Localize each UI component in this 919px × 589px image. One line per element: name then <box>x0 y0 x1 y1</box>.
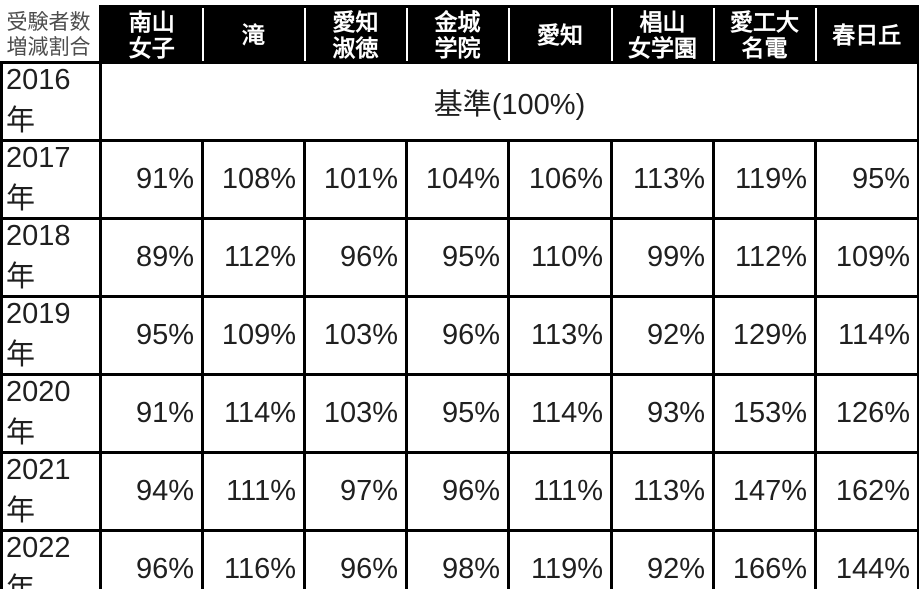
value-cell: 89% <box>99 217 204 298</box>
table-row-2017: 2017年 91% 108% 101% 104% 106% 113% 119% … <box>0 139 919 220</box>
value-cell: 111% <box>507 451 613 532</box>
value-cell: 109% <box>814 217 919 298</box>
column-header-aichi: 愛知 <box>507 5 612 64</box>
column-header-nanzan-joshi: 南山 女子 <box>99 5 203 64</box>
value-cell: 113% <box>610 139 715 220</box>
year-cell: 2017年 <box>0 139 102 220</box>
value-cell: 96% <box>303 217 408 298</box>
corner-label-line2: 増減割合 <box>6 35 91 59</box>
value-cell: 162% <box>814 451 919 532</box>
baseline-merged-cell: 基準(100%) <box>99 61 919 142</box>
year-cell: 2022年 <box>0 529 102 589</box>
table-row-2022: 2022年 96% 116% 96% 98% 119% 92% 166% 144… <box>0 529 919 589</box>
value-cell: 96% <box>303 529 408 589</box>
value-cell: 95% <box>405 217 510 298</box>
value-cell: 95% <box>814 139 919 220</box>
value-cell: 144% <box>814 529 919 589</box>
value-cell: 91% <box>99 139 204 220</box>
value-cell: 98% <box>405 529 510 589</box>
value-cell: 110% <box>507 217 613 298</box>
value-cell: 111% <box>201 451 306 532</box>
column-header-sugiyama-jogakuen: 椙山 女学園 <box>610 5 714 64</box>
year-cell: 2018年 <box>0 217 102 298</box>
value-cell: 92% <box>610 295 715 376</box>
column-header-aikodai-meiden: 愛工大 名電 <box>712 5 816 64</box>
year-cell: 2019年 <box>0 295 102 376</box>
value-cell: 113% <box>610 451 715 532</box>
applicant-ratio-table: 受験者数 増減割合 南山 女子 滝 愛知 淑徳 金城 学院 <box>0 5 919 589</box>
value-cell: 126% <box>814 373 919 454</box>
value-cell: 96% <box>405 295 510 376</box>
value-cell: 95% <box>405 373 510 454</box>
value-cell: 114% <box>507 373 613 454</box>
value-cell: 114% <box>814 295 919 376</box>
value-cell: 116% <box>201 529 306 589</box>
value-cell: 108% <box>201 139 306 220</box>
table-row-2021: 2021年 94% 111% 97% 96% 111% 113% 147% 16… <box>0 451 919 532</box>
value-cell: 112% <box>712 217 817 298</box>
value-cell: 94% <box>99 451 204 532</box>
value-cell: 91% <box>99 373 204 454</box>
value-cell: 166% <box>712 529 817 589</box>
value-cell: 92% <box>610 529 715 589</box>
year-cell: 2021年 <box>0 451 102 532</box>
value-cell: 153% <box>712 373 817 454</box>
column-header-kasugaoka: 春日丘 <box>814 5 919 64</box>
value-cell: 101% <box>303 139 408 220</box>
value-cell: 109% <box>201 295 306 376</box>
value-cell: 147% <box>712 451 817 532</box>
column-header-aichi-shukutoku: 愛知 淑徳 <box>303 5 407 64</box>
value-cell: 95% <box>99 295 204 376</box>
column-header-taki: 滝 <box>201 5 305 64</box>
value-cell: 97% <box>303 451 408 532</box>
corner-label-line1: 受験者数 <box>6 10 91 34</box>
table-row-2020: 2020年 91% 114% 103% 95% 114% 93% 153% 12… <box>0 373 919 454</box>
column-header-kinjo-gakuin: 金城 学院 <box>405 5 509 64</box>
value-cell: 104% <box>405 139 510 220</box>
value-cell: 119% <box>712 139 817 220</box>
value-cell: 99% <box>610 217 715 298</box>
value-cell: 93% <box>610 373 715 454</box>
value-cell: 114% <box>201 373 306 454</box>
year-cell: 2016年 <box>0 61 102 142</box>
value-cell: 119% <box>507 529 613 589</box>
value-cell: 106% <box>507 139 613 220</box>
value-cell: 96% <box>405 451 510 532</box>
value-cell: 113% <box>507 295 613 376</box>
baseline-row: 2016年 基準(100%) <box>0 61 919 142</box>
value-cell: 112% <box>201 217 306 298</box>
table-row-2018: 2018年 89% 112% 96% 95% 110% 99% 112% 109… <box>0 217 919 298</box>
table-row-2019: 2019年 95% 109% 103% 96% 113% 92% 129% 11… <box>0 295 919 376</box>
value-cell: 103% <box>303 295 408 376</box>
corner-label: 受験者数 増減割合 <box>1 6 101 63</box>
value-cell: 96% <box>99 529 204 589</box>
year-cell: 2020年 <box>0 373 102 454</box>
header-row: 受験者数 増減割合 南山 女子 滝 愛知 淑徳 金城 学院 <box>1 5 919 64</box>
value-cell: 103% <box>303 373 408 454</box>
value-cell: 129% <box>712 295 817 376</box>
